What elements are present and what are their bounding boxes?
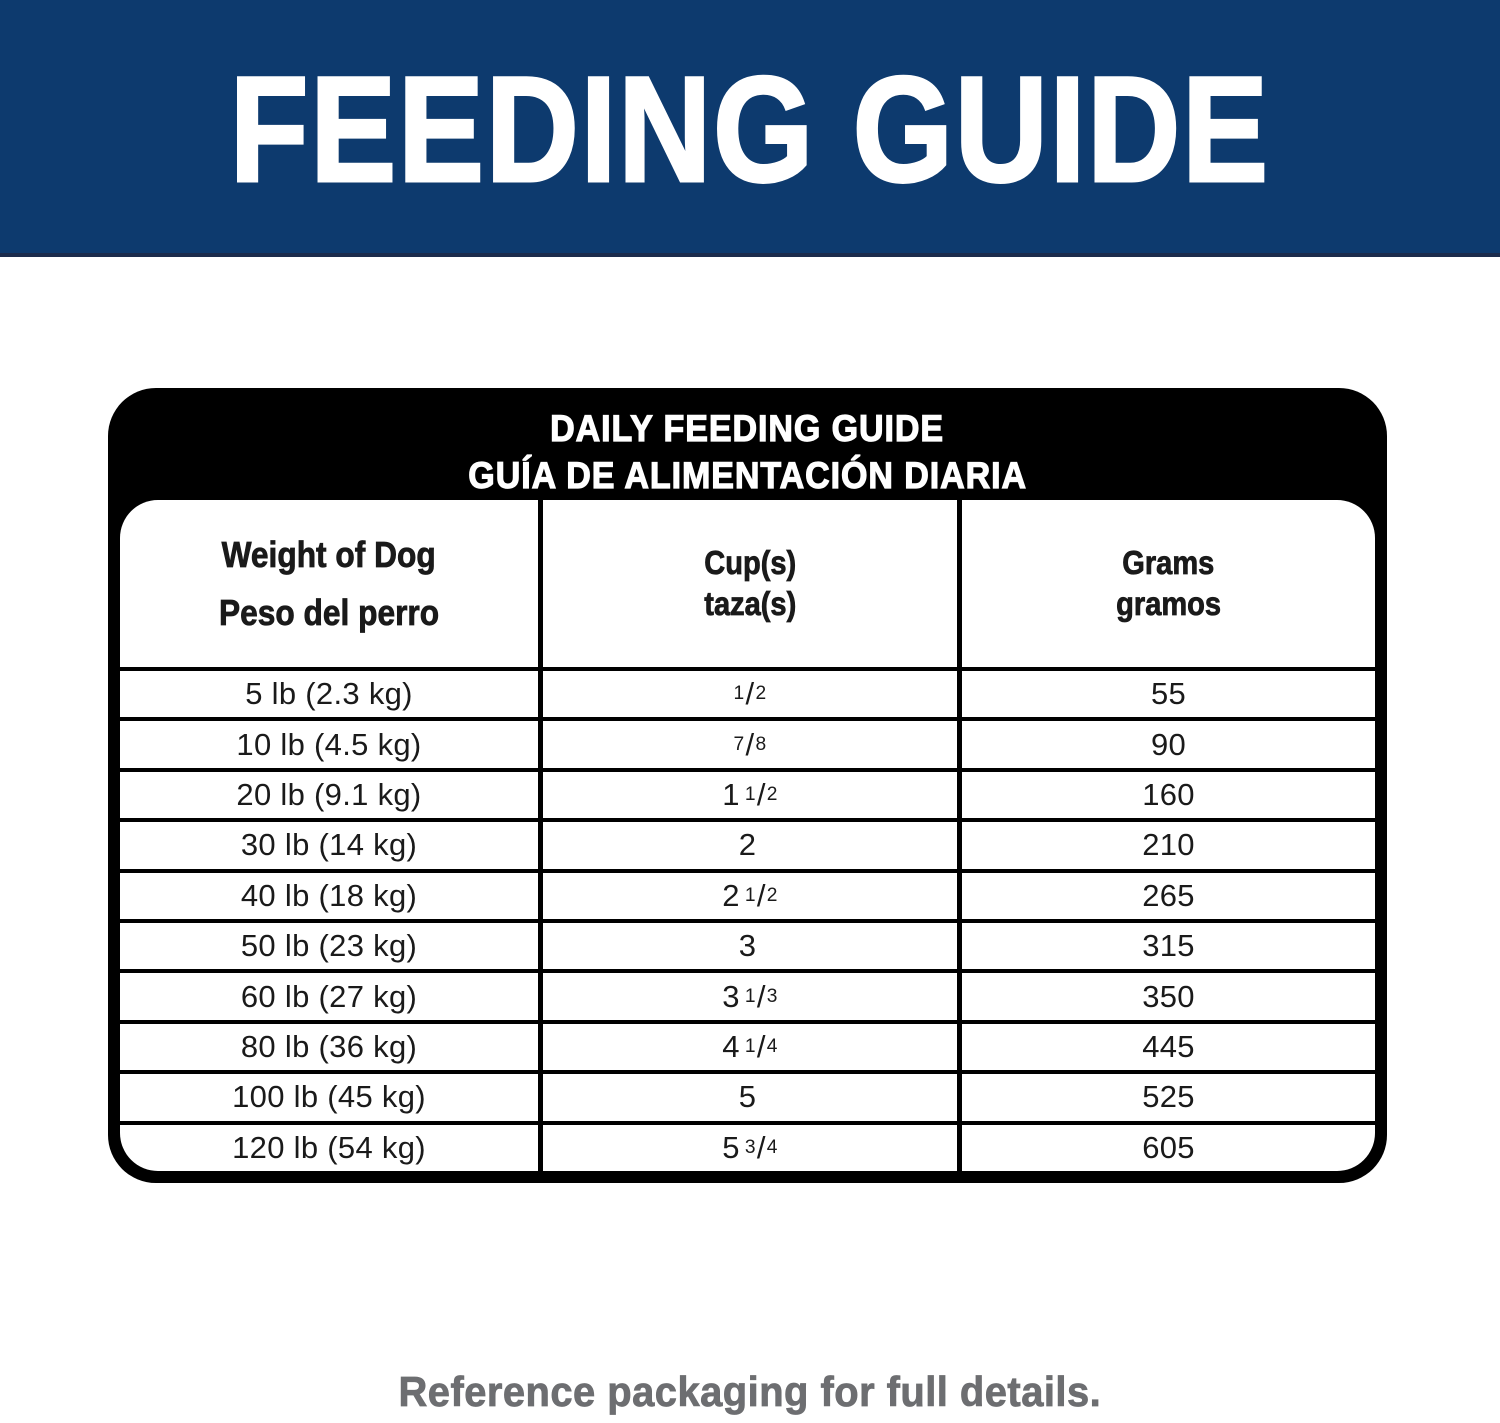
daily-feeding-guide-panel: DAILY FEEDING GUIDE GUÍA DE ALIMENTACIÓN… <box>108 388 1387 1183</box>
header-cell-weight: Weight of Dog Peso del perro <box>120 500 543 667</box>
footer-note: Reference packaging for full details. <box>398 1368 1102 1416</box>
panel-title-spanish: GUÍA DE ALIMENTACIÓN DIARIA <box>468 454 1027 496</box>
row-7-cups-cell: 4 1/4 <box>543 1019 962 1071</box>
row-6-weight-cell: 60 lb (27 kg) <box>120 969 543 1020</box>
row-8-weight-cell: 100 lb (45 kg) <box>120 1070 543 1121</box>
row-2-grams-cell: 160 <box>962 767 1375 818</box>
row-1-weight-cell: 10 lb (4.5 kg) <box>120 717 543 768</box>
header-cell-cups: Cup(s) taza(s) <box>543 500 962 667</box>
row-0-weight-cell: 5 lb (2.3 kg) <box>120 667 543 718</box>
header-cups-en: Cup(s) <box>704 543 797 581</box>
row-3-cups-cell: 2 <box>543 818 962 869</box>
header-grams-en: Grams <box>1122 543 1215 581</box>
feeding-table-card: Weight of Dog Peso del perro Cup(s) taza… <box>120 500 1375 1171</box>
row-5-weight-cell: 50 lb (23 kg) <box>120 919 543 970</box>
header-grams-es: gramos <box>1116 584 1222 622</box>
row-7-weight-cell: 80 lb (36 kg) <box>120 1019 543 1071</box>
row-1-cups-cell: 7/8 <box>543 717 962 768</box>
row-4-grams-cell: 265 <box>962 868 1375 919</box>
header-weight-en: Weight of Dog <box>221 533 437 576</box>
row-3-grams-cell: 210 <box>962 818 1375 868</box>
row-6-grams-cell: 350 <box>962 969 1375 1019</box>
row-2-cups-cell: 1 1/2 <box>543 767 962 819</box>
feeding-guide-banner: FEEDING GUIDE <box>0 0 1500 257</box>
header-weight-es: Peso del perro <box>218 591 440 633</box>
row-5-grams-cell: 315 <box>962 919 1375 969</box>
row-6-cups-cell: 3 1/3 <box>543 969 962 1020</box>
footer: Reference packaging for full details. <box>0 1368 1500 1416</box>
row-9-cups-cell: 5 3/4 <box>543 1120 962 1171</box>
header-cell-grams: Grams gramos <box>962 500 1375 667</box>
row-1-grams-cell: 90 <box>962 717 1375 767</box>
row-5-cups-cell: 3 <box>543 919 962 970</box>
row-8-cups-cell: 5 <box>543 1070 962 1121</box>
row-4-weight-cell: 40 lb (18 kg) <box>120 868 543 919</box>
feeding-table: Weight of Dog Peso del perro Cup(s) taza… <box>120 500 1375 1171</box>
panel-titles: DAILY FEEDING GUIDE GUÍA DE ALIMENTACIÓN… <box>108 406 1387 499</box>
banner-title: FEEDING GUIDE <box>229 44 1271 215</box>
row-2-weight-cell: 20 lb (9.1 kg) <box>120 767 543 819</box>
panel-title-english: DAILY FEEDING GUIDE <box>550 407 945 449</box>
row-8-grams-cell: 525 <box>962 1070 1375 1120</box>
header-cups-es: taza(s) <box>704 584 797 622</box>
row-3-weight-cell: 30 lb (14 kg) <box>120 818 543 869</box>
row-0-grams-cell: 55 <box>962 667 1375 717</box>
row-7-grams-cell: 445 <box>962 1019 1375 1070</box>
row-9-weight-cell: 120 lb (54 kg) <box>120 1120 543 1171</box>
row-0-cups-cell: 1/2 <box>543 667 962 718</box>
row-9-grams-cell: 605 <box>962 1120 1375 1171</box>
row-4-cups-cell: 2 1/2 <box>543 868 962 919</box>
